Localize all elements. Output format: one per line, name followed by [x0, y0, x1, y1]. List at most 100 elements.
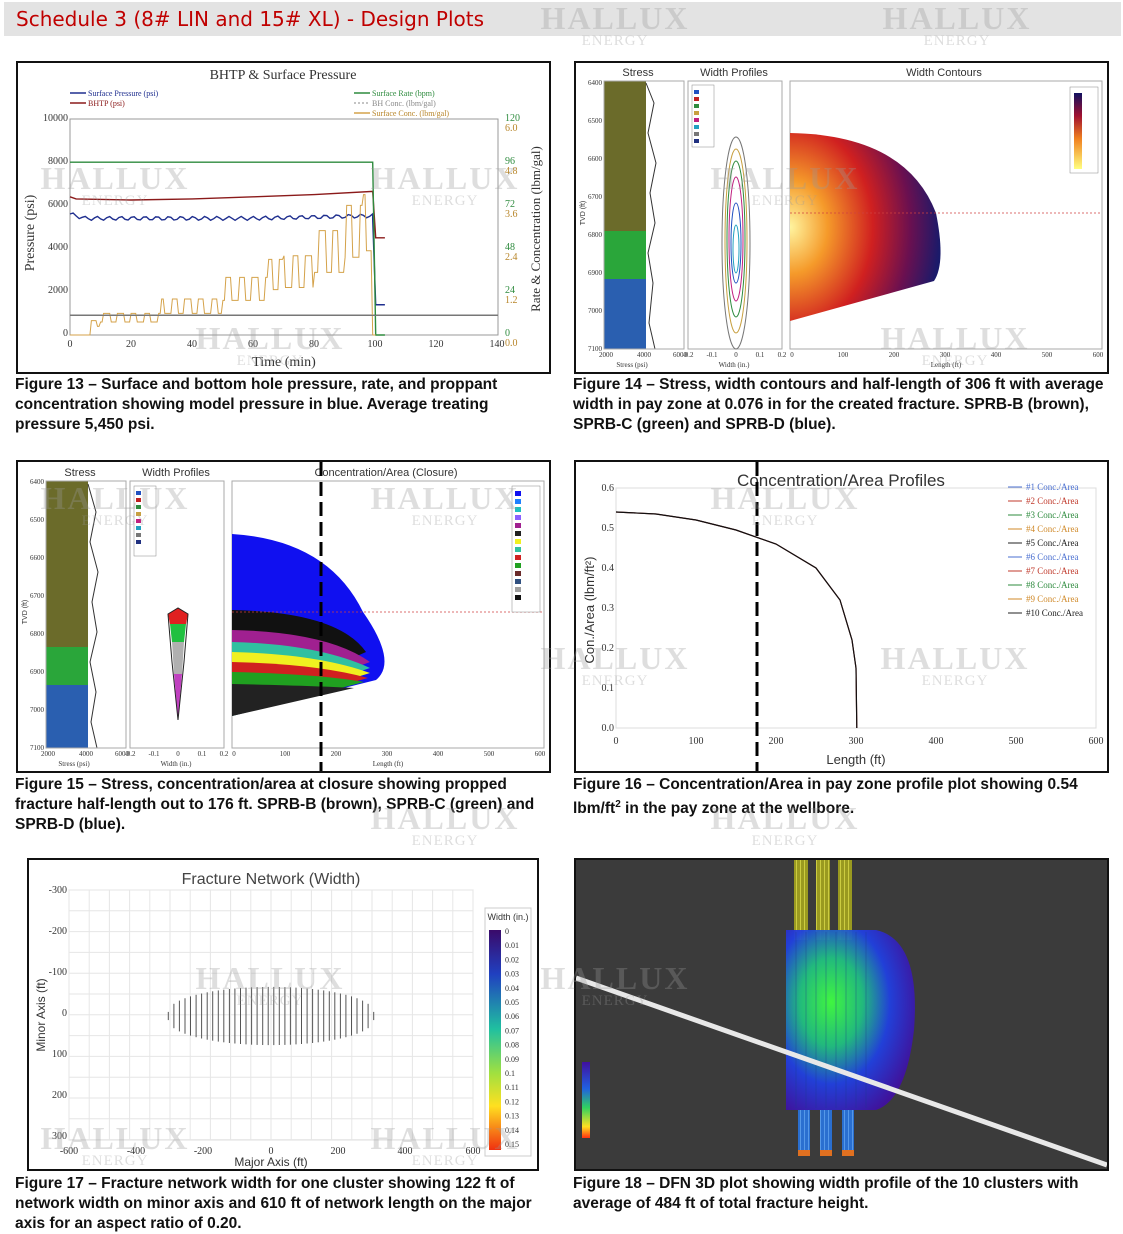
figure-15-caption: Figure 15 – Stress, concentration/area a…	[15, 776, 535, 833]
fig15-width-axis-label: Width (in.)	[161, 760, 192, 768]
fig13-xtick: 100	[368, 339, 383, 350]
fig14-tvd-label: TVD (ft)	[580, 201, 587, 226]
figure-13-panel: BHTP & Surface Pressure Surface Pressure…	[16, 61, 551, 374]
fig14-stress-title: Stress	[622, 67, 654, 79]
fig17-colorbar-label: 0.1	[505, 1069, 515, 1078]
fig13-conc-tick: 6.0	[505, 123, 518, 134]
fig17-colorbar-label: 0.01	[505, 941, 519, 950]
svg-text:-300: -300	[49, 885, 67, 896]
fig17-colorbar-label: 0.12	[505, 1097, 519, 1106]
fig13-legend-bhtp: BHTP (psi)	[88, 99, 125, 108]
fig13-rate-tick: 0	[505, 328, 510, 339]
svg-text:-100: -100	[49, 967, 67, 978]
fig14-depth-tick: 7100	[588, 345, 603, 353]
fig14-stress-tick: 2000	[599, 351, 614, 359]
fig16-xtick: 0	[614, 736, 619, 747]
fig13-plot-area	[69, 118, 499, 336]
fig17-ylabel: Minor Axis (ft)	[34, 978, 48, 1051]
fig15-tvd-label: TVD (ft)	[22, 600, 29, 625]
fig14-length-tick: 200	[889, 351, 900, 359]
fig16-legend-item: #9 Conc./Area	[1026, 594, 1078, 604]
fig18-stress-log-upper	[838, 860, 852, 940]
svg-text:-200: -200	[194, 1146, 212, 1157]
fig14-length-tick: 400	[991, 351, 1002, 359]
fig14-sprb-c-zone	[604, 231, 646, 279]
fig17-colorbar-label: 0.07	[505, 1026, 519, 1035]
fig14-depth-tick: 6600	[588, 155, 603, 163]
fig16-legend-item: #2 Conc./Area	[1026, 496, 1078, 506]
fig13-xtick: 40	[187, 339, 197, 350]
figure-17-caption: Figure 17 – Fracture network width for o…	[15, 1175, 532, 1232]
fig17-colorbar-label: 0.06	[505, 1012, 519, 1021]
figure-18-3d-plot	[576, 860, 1107, 1168]
fig17-colorbar-label: 0.15	[505, 1140, 519, 1149]
fig16-title: Concentration/Area Profiles	[737, 471, 945, 490]
fig13-series-group	[69, 161, 498, 336]
figure-16-panel: Concentration/Area Profiles 0.0 0.1 0.2 0.3…	[574, 460, 1109, 773]
fig17-colorbar-label: 0	[505, 927, 509, 936]
svg-text:-400: -400	[127, 1146, 145, 1157]
fig13-conc-tick: 4.8	[505, 166, 518, 177]
figure-15-panel: Stress Width Profiles Concentration/Area…	[16, 460, 551, 773]
fig14-length-axis-label: Length (ft)	[931, 361, 962, 369]
fig15-length-axis-label: Length (ft)	[373, 760, 404, 768]
fig14-width-profiles-title: Width Profiles	[700, 67, 768, 79]
fig16-legend-item: #8 Conc./Area	[1026, 580, 1078, 590]
fig17-colorbar	[489, 930, 501, 1150]
fig15-sprb-b-zone	[46, 481, 88, 647]
fig16-ylabel: Con./Area (lbm/ft²)	[582, 557, 597, 664]
fig15-depth-tick: 6800	[30, 630, 45, 638]
fig15-depth-tick: 7100	[30, 744, 45, 752]
fig15-stress-axis-label: Stress (psi)	[58, 760, 90, 768]
fig14-width-axis-label: Width (in.)	[719, 361, 750, 369]
fig13-series-line	[70, 194, 376, 336]
fig13-series-line	[69, 190, 385, 239]
fig13-rate-tick: 96	[505, 156, 515, 167]
fig15-width-profiles-title: Width Profiles	[142, 467, 210, 479]
fig14-length-tick: 600	[1093, 351, 1104, 359]
fig14-colorbar	[1074, 93, 1082, 169]
fig13-conc-tick: 3.6	[505, 209, 518, 220]
fig14-depth-tick: 6500	[588, 117, 603, 125]
figure-16-caption: Figure 16 – Concentration/Area in pay zo…	[573, 775, 1113, 819]
fig14-width-tick: 0	[734, 351, 738, 359]
fig13-rate-tick: 48	[505, 242, 515, 253]
fig15-stress-tick: 6000	[115, 750, 130, 758]
figure-17-panel: Fracture Network (Width) -300 -200 -100 …	[27, 858, 539, 1171]
svg-text:0: 0	[62, 1008, 67, 1019]
fig16-xtick: 300	[849, 736, 864, 747]
fig13-rate-tick: 72	[505, 199, 515, 210]
fig16-ytick: 0.6	[602, 483, 615, 494]
svg-text:200: 200	[331, 1146, 346, 1157]
fig18-fracture-width-profile	[786, 930, 915, 1110]
svg-text:300: 300	[52, 1131, 67, 1142]
svg-text:600: 600	[466, 1146, 481, 1157]
fig17-colorbar-title: Width (in.)	[487, 912, 528, 922]
fig17-xlabel: Major Axis (ft)	[234, 1155, 307, 1169]
figure-18-caption: Figure 18 – DFN 3D plot showing width pr…	[573, 1175, 1079, 1212]
fig15-length-tick: 500	[484, 750, 495, 758]
svg-text:0: 0	[269, 1146, 274, 1157]
fig16-ytick: 0.4	[602, 563, 615, 574]
fig16-caption-tail: in the pay zone at the wellbore.	[620, 800, 855, 818]
fig16-legend-item: #6 Conc./Area	[1026, 552, 1078, 562]
fig13-ylabel-right: Rate & Concentration (lbm/gal)	[528, 146, 543, 312]
fig16-legend-item: #5 Conc./Area	[1026, 538, 1078, 548]
figure-13-caption: Figure 13 – Surface and bottom hole pres…	[15, 376, 498, 433]
fig14-width-tick: -0.2	[682, 351, 694, 359]
fig16-xtick: 200	[769, 736, 784, 747]
svg-text:-200: -200	[49, 926, 67, 937]
fig17-colorbar-label: 0.13	[505, 1112, 519, 1121]
fig16-xtick: 400	[929, 736, 944, 747]
fig16-series-line	[615, 511, 858, 729]
fig13-legend-surface-pressure: Surface Pressure (psi)	[88, 89, 159, 98]
fig15-conc-area-shape	[232, 534, 385, 716]
fig13-xlabel: Time (min)	[252, 355, 316, 370]
fig16-xtick: 600	[1089, 736, 1104, 747]
fig17-colorbar-label: 0.14	[505, 1126, 519, 1135]
fig16-legend-item: #1 Conc./Area	[1026, 482, 1078, 492]
fig14-length-tick: 500	[1042, 351, 1053, 359]
fig16-legend-item: #3 Conc./Area	[1026, 510, 1078, 520]
fig15-width-tick: 0	[176, 750, 180, 758]
fig16-legend-item: #7 Conc./Area	[1026, 566, 1078, 576]
